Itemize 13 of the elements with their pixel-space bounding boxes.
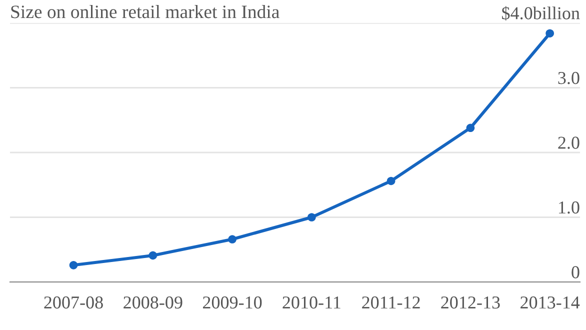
x-tick-label: 2009-10 — [202, 296, 262, 309]
y-tick-label: 1.0 — [559, 201, 580, 214]
x-tick-label: 2012-13 — [441, 296, 500, 309]
x-tick-label: 2007-08 — [44, 296, 103, 309]
chart-title: Size on online retail market in India — [11, 5, 280, 18]
y-tick-label: 2.0 — [558, 136, 580, 149]
y-tick-label: 3.0 — [558, 72, 580, 84]
y-tick-label: 0 — [572, 266, 580, 278]
x-tick-label: 2013-14 — [520, 296, 580, 309]
y-tick-label: $4.0billion — [502, 6, 580, 21]
x-tick-label: 2010-11 — [282, 296, 340, 309]
x-tick-label: 2011-12 — [362, 296, 420, 309]
x-tick-label: 2008-09 — [124, 296, 182, 309]
